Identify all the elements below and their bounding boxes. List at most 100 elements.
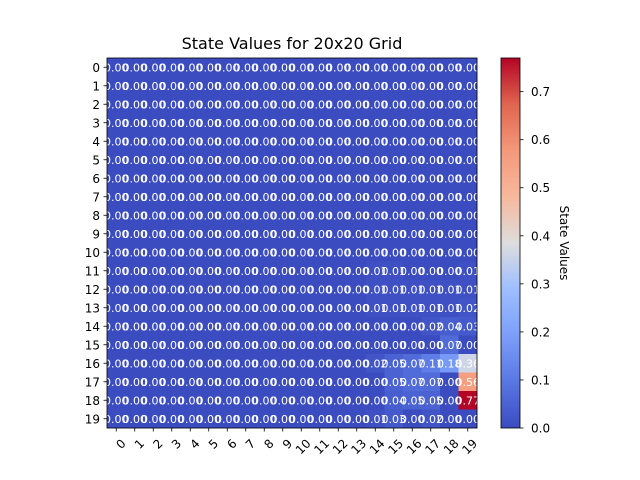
cell-value-label: 0.00 (197, 98, 222, 111)
cell-value-label: 0.00 (197, 302, 222, 315)
heatmap-cell (292, 206, 311, 225)
heatmap-cell (125, 150, 145, 170)
cell-value-label: 0.00 (400, 98, 425, 111)
heatmap-cell (403, 113, 422, 133)
cell-value-label: 0.05 (382, 376, 407, 389)
cell-value-label: 0.00 (326, 80, 351, 93)
cell-value-label: 0.00 (400, 265, 425, 278)
cell-value-label: 0.00 (363, 209, 388, 222)
heatmap-cell (273, 187, 293, 207)
colorbar-tick-label: 0.6 (531, 133, 550, 147)
cell-value-label: 0.00 (326, 302, 351, 315)
heatmap-cell (421, 169, 441, 188)
cell-value-label: 0.00 (160, 80, 185, 93)
heatmap-cell (181, 354, 200, 373)
cell-value-label: 0.00 (400, 191, 425, 204)
heatmap-cell (218, 372, 237, 392)
heatmap-cell (421, 58, 441, 77)
cell-value-label: 0.00 (308, 98, 333, 111)
cell-value-label: 0.00 (289, 61, 314, 74)
heatmap-cell (218, 187, 237, 207)
heatmap-cell (273, 95, 293, 114)
cell-value-label: 0.00 (104, 117, 129, 130)
cell-value-label: 0.00 (289, 320, 314, 333)
heatmap-cell (310, 224, 330, 244)
heatmap-cell (384, 372, 404, 392)
heatmap-cell (199, 132, 219, 151)
cell-value-label: 0.00 (123, 246, 148, 259)
heatmap-cell (162, 113, 182, 133)
heatmap-cell (292, 150, 311, 170)
cell-value-label: 0.00 (345, 302, 370, 315)
heatmap-cell (458, 95, 478, 114)
heatmap-cell (273, 169, 293, 188)
heatmap-cell (329, 409, 348, 429)
heatmap-cell (440, 372, 459, 392)
cell-value-label: 0.00 (419, 246, 444, 259)
cell-value-label: 0.00 (363, 394, 388, 407)
heatmap-cell (218, 76, 237, 96)
cell-value-label: 0.00 (234, 172, 259, 185)
cell-value-label: 0.00 (197, 80, 222, 93)
cell-value-label: 0.00 (234, 265, 259, 278)
cell-value-label: 0.00 (104, 394, 129, 407)
cell-value-label: 0.01 (419, 302, 444, 315)
cell-value-label: 0.00 (178, 80, 203, 93)
cell-value-label: 0.00 (437, 117, 462, 130)
cell-value-label: 0.00 (308, 117, 333, 130)
heatmap-cell (144, 76, 163, 96)
cell-value-label: 0.00 (141, 61, 166, 74)
heatmap-cell (181, 298, 200, 318)
y-tick-label: 8 (92, 209, 100, 223)
heatmap-cell (403, 317, 422, 336)
cell-value-label: 0.01 (437, 283, 462, 296)
heatmap-cell (125, 206, 145, 225)
heatmap-cell (347, 354, 367, 373)
y-tick-label: 11 (85, 264, 100, 278)
heatmap-cell (199, 335, 219, 355)
cell-value-label: 0.00 (326, 172, 351, 185)
heatmap-cell (403, 261, 422, 281)
heatmap-cell (366, 354, 385, 373)
cell-value-label: 0.00 (252, 339, 277, 352)
heatmap-cell (440, 409, 459, 429)
heatmap-cell (181, 317, 200, 336)
heatmap-cell (144, 372, 163, 392)
heatmap-cell (403, 58, 422, 77)
cell-value-label: 0.18 (437, 357, 462, 370)
cell-value-label: 0.00 (252, 172, 277, 185)
cell-value-label: 0.00 (160, 228, 185, 241)
heatmap-cell (347, 76, 367, 96)
cell-value-label: 0.00 (104, 80, 129, 93)
colorbar-tick-label: 0.7 (531, 85, 550, 99)
cell-value-label: 0.00 (252, 191, 277, 204)
cell-value-label: 0.00 (123, 283, 148, 296)
cell-value-label: 0.00 (197, 265, 222, 278)
cell-value-label: 0.00 (141, 283, 166, 296)
heatmap-cell (236, 409, 256, 429)
heatmap-cell (366, 280, 385, 299)
cell-value-label: 0.00 (382, 98, 407, 111)
heatmap-cell (255, 372, 274, 392)
heatmap-cell (236, 187, 256, 207)
heatmap-cell (236, 298, 256, 318)
heatmap-cell (329, 95, 348, 114)
cell-value-label: 0.00 (345, 376, 370, 389)
heatmap-cell (218, 317, 237, 336)
cell-value-label: 0.00 (215, 172, 240, 185)
cell-value-label: 0.01 (382, 265, 407, 278)
heatmap-cell (347, 169, 367, 188)
cell-value-label: 0.00 (197, 320, 222, 333)
cell-value-label: 0.00 (456, 228, 481, 241)
heatmap-cell (403, 372, 422, 392)
cell-value-label: 0.00 (104, 357, 129, 370)
cell-value-label: 0.00 (234, 302, 259, 315)
heatmap-cell (292, 298, 311, 318)
heatmap-cell (218, 298, 237, 318)
cell-value-label: 0.00 (382, 320, 407, 333)
colorbar-tick-label: 0.1 (531, 373, 550, 387)
cell-value-label: 0.00 (141, 339, 166, 352)
heatmap-cell (162, 169, 182, 188)
cell-value-label: 0.00 (382, 191, 407, 204)
heatmap-cell (440, 95, 459, 114)
